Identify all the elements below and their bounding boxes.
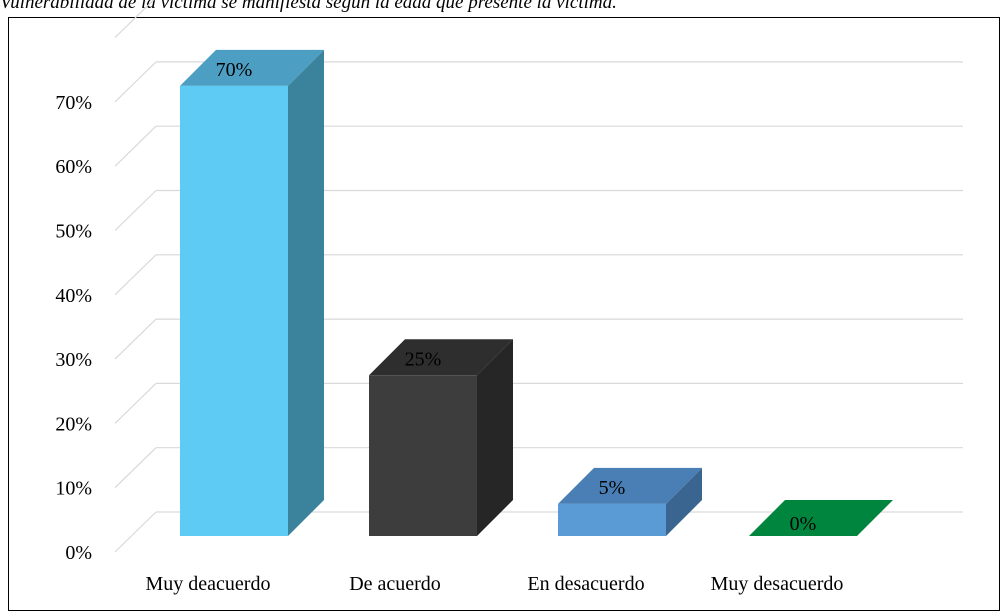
y-tick-label: 10% bbox=[55, 478, 92, 500]
x-category-label: De acuerdo bbox=[349, 573, 441, 595]
y-tick-label: 60% bbox=[55, 156, 92, 178]
gridline-side bbox=[114, 125, 157, 167]
data-label: 0% bbox=[790, 513, 817, 535]
figure-caption: Vulnerabilidad de la víctima se manifies… bbox=[0, 0, 617, 12]
bar bbox=[369, 339, 513, 536]
y-tick-label: 70% bbox=[55, 92, 92, 114]
bar bbox=[558, 467, 702, 536]
bar-side bbox=[666, 467, 702, 536]
y-tick-label: 0% bbox=[65, 542, 92, 564]
bar-side bbox=[288, 49, 324, 537]
category-labels: Muy deacuerdo De acuerdo En desacuerdo Muy … bbox=[146, 573, 844, 595]
x-category-label: Muy desacuerdo bbox=[711, 573, 844, 595]
data-label: 5% bbox=[599, 477, 626, 499]
gridline-side bbox=[114, 382, 157, 424]
gridline-side bbox=[114, 318, 157, 360]
gridline-side bbox=[114, 0, 155, 39]
y-tick-label: 20% bbox=[55, 413, 92, 435]
bar-top bbox=[749, 500, 893, 536]
gridline-side bbox=[114, 190, 157, 231]
bar-front bbox=[558, 503, 666, 536]
bar-front bbox=[180, 85, 288, 537]
bars bbox=[180, 49, 893, 537]
bar bbox=[180, 49, 324, 537]
gridline-side bbox=[114, 511, 157, 553]
bar-front bbox=[369, 375, 477, 536]
gridline-side bbox=[114, 447, 157, 489]
y-tick-label: 50% bbox=[55, 221, 92, 243]
gridline-side bbox=[114, 254, 157, 296]
y-tick-label: 30% bbox=[55, 349, 92, 371]
bar-top bbox=[369, 339, 513, 376]
y-axis-ticks: 0% 10% 20% 30% 40% 50% 60% 70% bbox=[55, 92, 92, 564]
bar-side bbox=[477, 339, 513, 536]
x-category-label: Muy deacuerdo bbox=[146, 573, 271, 595]
data-labels: 70% 25% 5% 0% bbox=[216, 59, 817, 535]
bar-top bbox=[558, 467, 702, 504]
data-label: 25% bbox=[405, 348, 442, 370]
bar bbox=[749, 500, 893, 536]
x-category-label: En desacuerdo bbox=[527, 573, 644, 595]
y-tick-label: 40% bbox=[55, 285, 92, 307]
data-label: 70% bbox=[216, 59, 253, 81]
gridline-side bbox=[114, 61, 157, 103]
bar-top bbox=[180, 49, 324, 86]
